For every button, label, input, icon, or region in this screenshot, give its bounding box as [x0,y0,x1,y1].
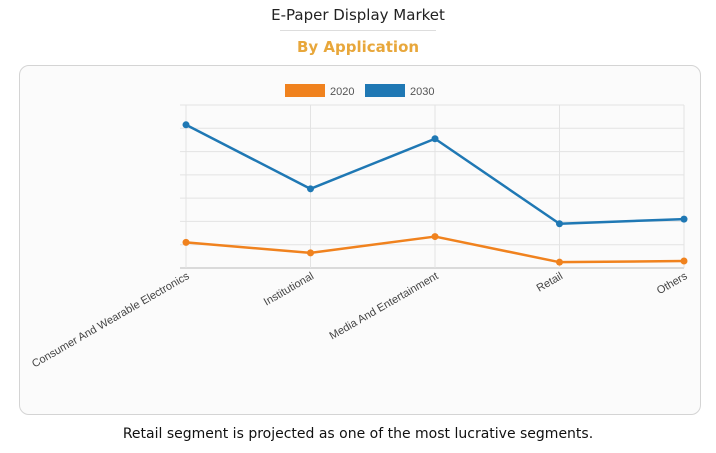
legend-item[interactable]: 2020 [285,84,354,98]
chart-title: E-Paper Display Market [271,6,445,24]
legend-swatch [285,84,325,97]
x-tick-label: Institutional [262,270,316,308]
x-tick-label: Consumer And Wearable Electronics [30,270,192,370]
x-axis-labels: Consumer And Wearable Electronics Institu… [30,270,690,370]
data-point[interactable] [680,215,688,223]
footer-note: Retail segment is projected as one of th… [122,426,594,442]
data-point[interactable] [307,249,314,257]
legend-label: 2030 [410,86,434,98]
data-point[interactable] [431,135,439,143]
x-tick-label: Media And Entertainment [328,270,441,342]
data-point[interactable] [182,121,190,129]
title-divider [280,30,436,31]
chart-card [19,65,701,415]
legend-item[interactable]: 2030 [365,84,434,98]
data-point[interactable] [556,258,563,266]
legend: 2020 2030 [285,84,434,98]
legend-swatch [365,84,405,97]
series-2020 [182,233,688,266]
x-tick-label: Others [655,270,690,297]
chart-subtitle: By Application [296,38,420,56]
data-point[interactable] [431,233,439,241]
series-layer [182,121,688,266]
series-2030 [182,121,688,228]
data-point[interactable] [556,220,563,228]
x-tick-label: Retail [535,270,565,294]
data-point[interactable] [680,257,688,265]
data-point[interactable] [307,185,314,193]
data-point[interactable] [182,238,190,246]
legend-label: 2020 [330,86,354,98]
grid [180,104,685,269]
